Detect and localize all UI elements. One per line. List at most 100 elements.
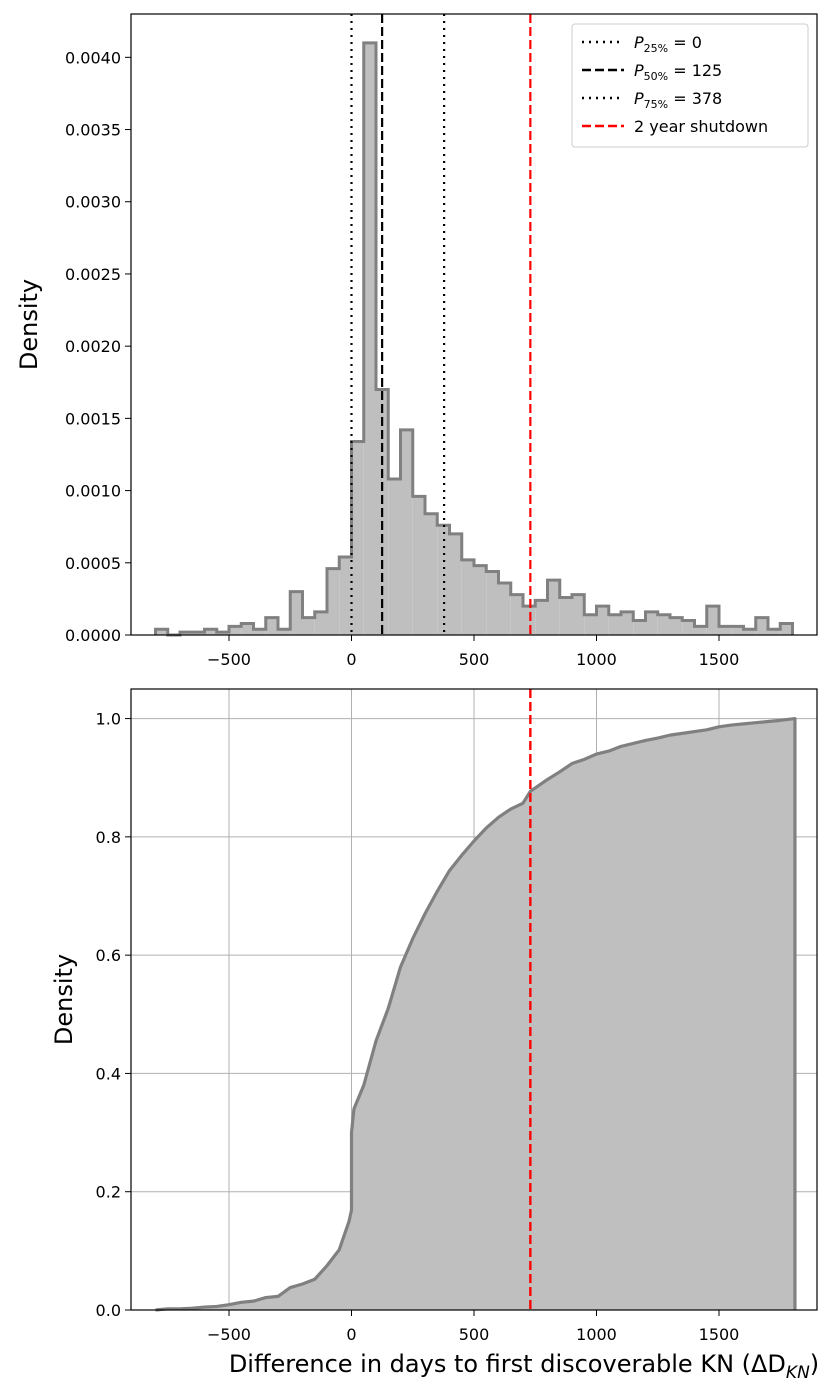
x-tick-label: −500 bbox=[207, 1325, 251, 1344]
x-axis-title: Difference in days to first discoverable… bbox=[229, 1350, 819, 1383]
y-tick-label: 0.0020 bbox=[65, 337, 121, 356]
cumulative-area bbox=[155, 716, 797, 1312]
histogram-bar bbox=[523, 606, 536, 635]
histogram-bar bbox=[351, 441, 364, 635]
x-axis-title-main: Difference in days to first discoverable… bbox=[229, 1350, 786, 1378]
histogram-bar bbox=[743, 629, 756, 635]
legend-item: 2 year shutdown bbox=[582, 117, 768, 136]
histogram-bar bbox=[449, 533, 462, 635]
y-tick-label: 0.0030 bbox=[65, 193, 121, 212]
histogram-bar bbox=[327, 568, 340, 635]
histogram-bar bbox=[412, 496, 425, 635]
histogram-bar bbox=[706, 606, 719, 635]
histogram-bar bbox=[608, 614, 621, 635]
histogram-bar bbox=[559, 597, 572, 635]
histogram-bar bbox=[621, 611, 634, 635]
histogram-bar bbox=[596, 606, 609, 635]
x-tick-label: 1000 bbox=[576, 650, 617, 669]
histogram-panel: −500 0 500 1000 1500 0.0000 0.0005 0.0010 0.001… bbox=[15, 13, 818, 669]
histogram-bar bbox=[768, 629, 781, 635]
y-tick-label: 0.0 bbox=[96, 1301, 121, 1320]
y-tick-label: 0.6 bbox=[96, 946, 121, 965]
y-tick-label: 1.0 bbox=[96, 710, 121, 729]
x-tick-label: −500 bbox=[207, 650, 251, 669]
x-axis-title-end: ) bbox=[810, 1350, 819, 1378]
y-axis-title: Density bbox=[50, 954, 78, 1045]
histogram-bar bbox=[253, 629, 266, 635]
histogram-bar bbox=[645, 611, 658, 635]
histogram-bar bbox=[229, 626, 242, 635]
histogram-bar bbox=[535, 600, 548, 635]
y-axis-ticks: 0.0 0.2 0.4 0.6 0.8 1.0 bbox=[96, 710, 131, 1320]
y-tick-label: 0.2 bbox=[96, 1183, 121, 1202]
histogram-bars bbox=[154, 41, 794, 637]
histogram-outline bbox=[154, 41, 794, 637]
legend-label: P25% = 0 bbox=[634, 33, 702, 55]
legend-label: P75% = 378 bbox=[634, 89, 722, 111]
histogram-bar bbox=[437, 525, 450, 635]
histogram-bar bbox=[780, 623, 793, 635]
legend-label: 2 year shutdown bbox=[634, 117, 768, 136]
histogram-bar bbox=[241, 623, 254, 635]
x-tick-label: 0 bbox=[346, 1325, 356, 1344]
x-axis-ticks: −500 0 500 1000 1500 bbox=[207, 1310, 739, 1344]
legend-box bbox=[571, 23, 809, 148]
y-tick-label: 0.4 bbox=[96, 1064, 121, 1083]
legend-item: P50% = 125 bbox=[582, 61, 722, 83]
histogram-bar bbox=[388, 479, 401, 635]
y-tick-label: 0.0005 bbox=[65, 554, 121, 573]
histogram-bar bbox=[755, 617, 768, 635]
axes-frame bbox=[130, 688, 818, 1311]
x-axis-ticks: −500 0 500 1000 1500 bbox=[207, 635, 739, 669]
y-axis-ticks: 0.0000 0.0005 0.0010 0.0015 0.0020 0.0025 0.00… bbox=[65, 48, 131, 645]
y-tick-label: 0.0025 bbox=[65, 265, 121, 284]
cumulative-outline bbox=[155, 716, 797, 1312]
y-tick-label: 0.0015 bbox=[65, 409, 121, 428]
histogram-bar bbox=[290, 591, 303, 635]
histogram-bar bbox=[694, 626, 707, 635]
legend-item: P75% = 378 bbox=[582, 89, 722, 111]
x-axis-title-subscript: KN bbox=[786, 1363, 810, 1383]
x-tick-label: 1500 bbox=[699, 650, 740, 669]
histogram-bar bbox=[155, 629, 168, 635]
histogram-bar bbox=[278, 629, 291, 635]
histogram-bar bbox=[400, 429, 413, 635]
histogram-bar bbox=[425, 513, 438, 635]
legend-label: P50% = 125 bbox=[634, 61, 722, 83]
histogram-bar bbox=[498, 583, 511, 635]
x-tick-label: 1000 bbox=[576, 1325, 617, 1344]
histogram-bar bbox=[670, 617, 683, 635]
histogram-bar bbox=[265, 617, 278, 635]
histogram-bar bbox=[682, 620, 695, 635]
histogram-bar bbox=[204, 629, 217, 635]
y-tick-label: 0.0000 bbox=[65, 626, 121, 645]
histogram-bar bbox=[314, 611, 327, 635]
histogram-bar bbox=[572, 594, 585, 635]
y-tick-label: 0.8 bbox=[96, 828, 121, 847]
legend-item: P25% = 0 bbox=[582, 33, 702, 55]
histogram-bar bbox=[461, 559, 474, 635]
y-tick-label: 0.0035 bbox=[65, 121, 121, 140]
cumulative-panel: −500 0 500 1000 1500 0.0 0.2 0.4 0.6 0.8 1.0 Dens… bbox=[50, 688, 819, 1383]
x-tick-label: 500 bbox=[459, 1325, 490, 1344]
y-tick-label: 0.0040 bbox=[65, 48, 121, 67]
histogram-bar bbox=[302, 617, 315, 635]
histogram-bar bbox=[339, 557, 352, 635]
histogram-bar bbox=[486, 571, 499, 635]
cumulative-fill bbox=[155, 718, 795, 1310]
histogram-bar bbox=[633, 620, 646, 635]
histogram-bar bbox=[510, 594, 523, 635]
histogram-bar bbox=[657, 614, 670, 635]
x-tick-label: 1500 bbox=[699, 1325, 740, 1344]
histogram-bar bbox=[731, 626, 744, 635]
y-axis-title: Density bbox=[15, 279, 43, 370]
x-tick-label: 0 bbox=[346, 650, 356, 669]
x-tick-label: 500 bbox=[459, 650, 490, 669]
histogram-bar bbox=[719, 626, 732, 635]
legend: P25% = 0 P50% = 125 P75% = 378 2 year shutd… bbox=[571, 23, 809, 148]
histogram-bar bbox=[584, 614, 597, 635]
histogram-bar bbox=[474, 565, 487, 635]
histogram-bar bbox=[547, 580, 560, 635]
histogram-bar bbox=[363, 42, 376, 635]
